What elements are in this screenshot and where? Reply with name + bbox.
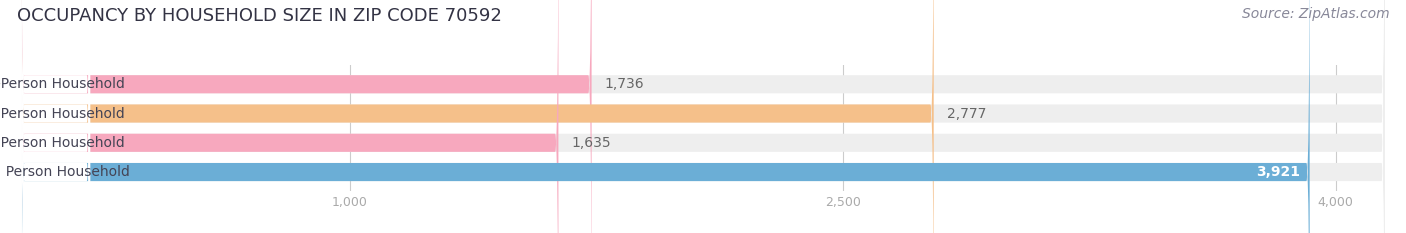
Text: Source: ZipAtlas.com: Source: ZipAtlas.com: [1241, 7, 1389, 21]
FancyBboxPatch shape: [21, 0, 90, 233]
FancyBboxPatch shape: [21, 0, 90, 233]
FancyBboxPatch shape: [21, 0, 90, 233]
Text: 3-Person Household: 3-Person Household: [0, 136, 125, 150]
Text: 3,921: 3,921: [1256, 165, 1299, 179]
Text: 2-Person Household: 2-Person Household: [0, 106, 125, 120]
FancyBboxPatch shape: [21, 0, 1385, 233]
FancyBboxPatch shape: [21, 0, 90, 233]
Text: OCCUPANCY BY HOUSEHOLD SIZE IN ZIP CODE 70592: OCCUPANCY BY HOUSEHOLD SIZE IN ZIP CODE …: [17, 7, 502, 25]
FancyBboxPatch shape: [21, 0, 592, 233]
Text: 1,635: 1,635: [572, 136, 612, 150]
Text: 2,777: 2,777: [946, 106, 986, 120]
FancyBboxPatch shape: [21, 0, 1385, 233]
Text: 1-Person Household: 1-Person Household: [0, 77, 125, 91]
FancyBboxPatch shape: [21, 0, 558, 233]
FancyBboxPatch shape: [21, 0, 1385, 233]
FancyBboxPatch shape: [21, 0, 1385, 233]
FancyBboxPatch shape: [21, 0, 1309, 233]
Text: 1,736: 1,736: [605, 77, 644, 91]
Text: 4+ Person Household: 4+ Person Household: [0, 165, 129, 179]
FancyBboxPatch shape: [21, 0, 934, 233]
